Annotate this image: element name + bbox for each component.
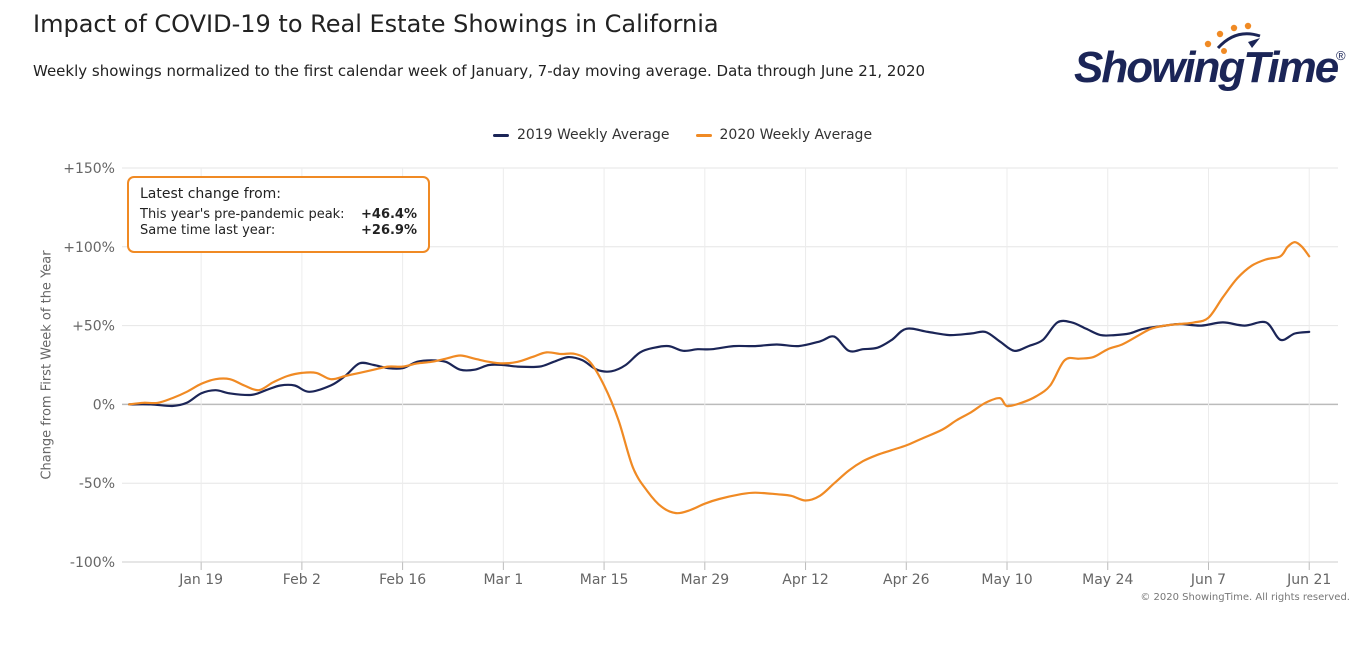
y-tick-label: +100% — [63, 240, 115, 256]
x-tick-label: Jan 19 — [178, 572, 223, 588]
series-line-2019 — [128, 319, 1311, 408]
chart-title: Impact of COVID-19 to Real Estate Showin… — [33, 10, 719, 38]
axis-layer: +150% +100% +50% 0% -50% -100% Jan 19 Feb 2 Feb … — [63, 161, 1338, 588]
x-tick-label: Feb 16 — [379, 572, 426, 588]
logo-wordmark: ShowingTime — [1074, 43, 1339, 92]
latest-change-heading: Latest change from: — [140, 186, 281, 202]
logo-registered-mark: ® — [1336, 48, 1346, 63]
legend-item-2020[interactable]: 2020 Weekly Average — [695, 127, 873, 143]
latest-change-row-peak: This year's pre-pandemic peak: +46.4% — [140, 207, 417, 223]
y-tick-label: -100% — [70, 555, 115, 571]
y-tick-label: -50% — [79, 476, 115, 492]
y-tick-label: 0% — [93, 397, 115, 413]
showingtime-logo[interactable]: ShowingTime ® — [1068, 18, 1353, 100]
series-layer — [128, 241, 1311, 515]
chart-legend: 2019 Weekly Average 2020 Weekly Average — [0, 127, 1365, 143]
legend-label-2020: 2020 Weekly Average — [719, 127, 873, 143]
x-tick-label: Apr 26 — [883, 572, 930, 588]
legend-item-2019[interactable]: 2019 Weekly Average — [492, 127, 670, 143]
x-tick-label: May 10 — [981, 572, 1032, 588]
latest-change-box: Latest change from: This year's pre-pand… — [127, 176, 430, 253]
x-tick-label: Jun 7 — [1190, 572, 1226, 588]
x-tick-label: Jun 21 — [1286, 572, 1331, 588]
peak-change-value: +46.4% — [361, 207, 417, 222]
legend-swatch-2020 — [695, 133, 712, 137]
legend-label-2019: 2019 Weekly Average — [516, 127, 670, 143]
x-tick-label: Mar 1 — [483, 572, 523, 588]
x-tick-label: Feb 2 — [283, 572, 321, 588]
x-tick-label: Apr 12 — [782, 572, 828, 588]
peak-change-label: This year's pre-pandemic peak: — [140, 207, 345, 222]
legend-swatch-2019 — [492, 133, 509, 137]
last-year-change-value: +26.9% — [361, 223, 417, 238]
y-tick-label: +50% — [72, 319, 115, 335]
chart-subtitle: Weekly showings normalized to the first … — [33, 62, 926, 80]
x-tick-label: May 24 — [1082, 572, 1133, 588]
y-tick-label: +150% — [63, 161, 115, 177]
x-tick-label: Mar 15 — [580, 572, 629, 588]
logo-swoosh-icon — [1204, 22, 1261, 54]
x-tick-label: Mar 29 — [680, 572, 729, 588]
last-year-change-label: Same time last year: — [140, 223, 276, 238]
latest-change-row-last-year: Same time last year: +26.9% — [140, 223, 417, 239]
copyright-notice: © 2020 ShowingTime. All rights reserved. — [1140, 592, 1350, 603]
series-line-2020 — [128, 241, 1311, 515]
